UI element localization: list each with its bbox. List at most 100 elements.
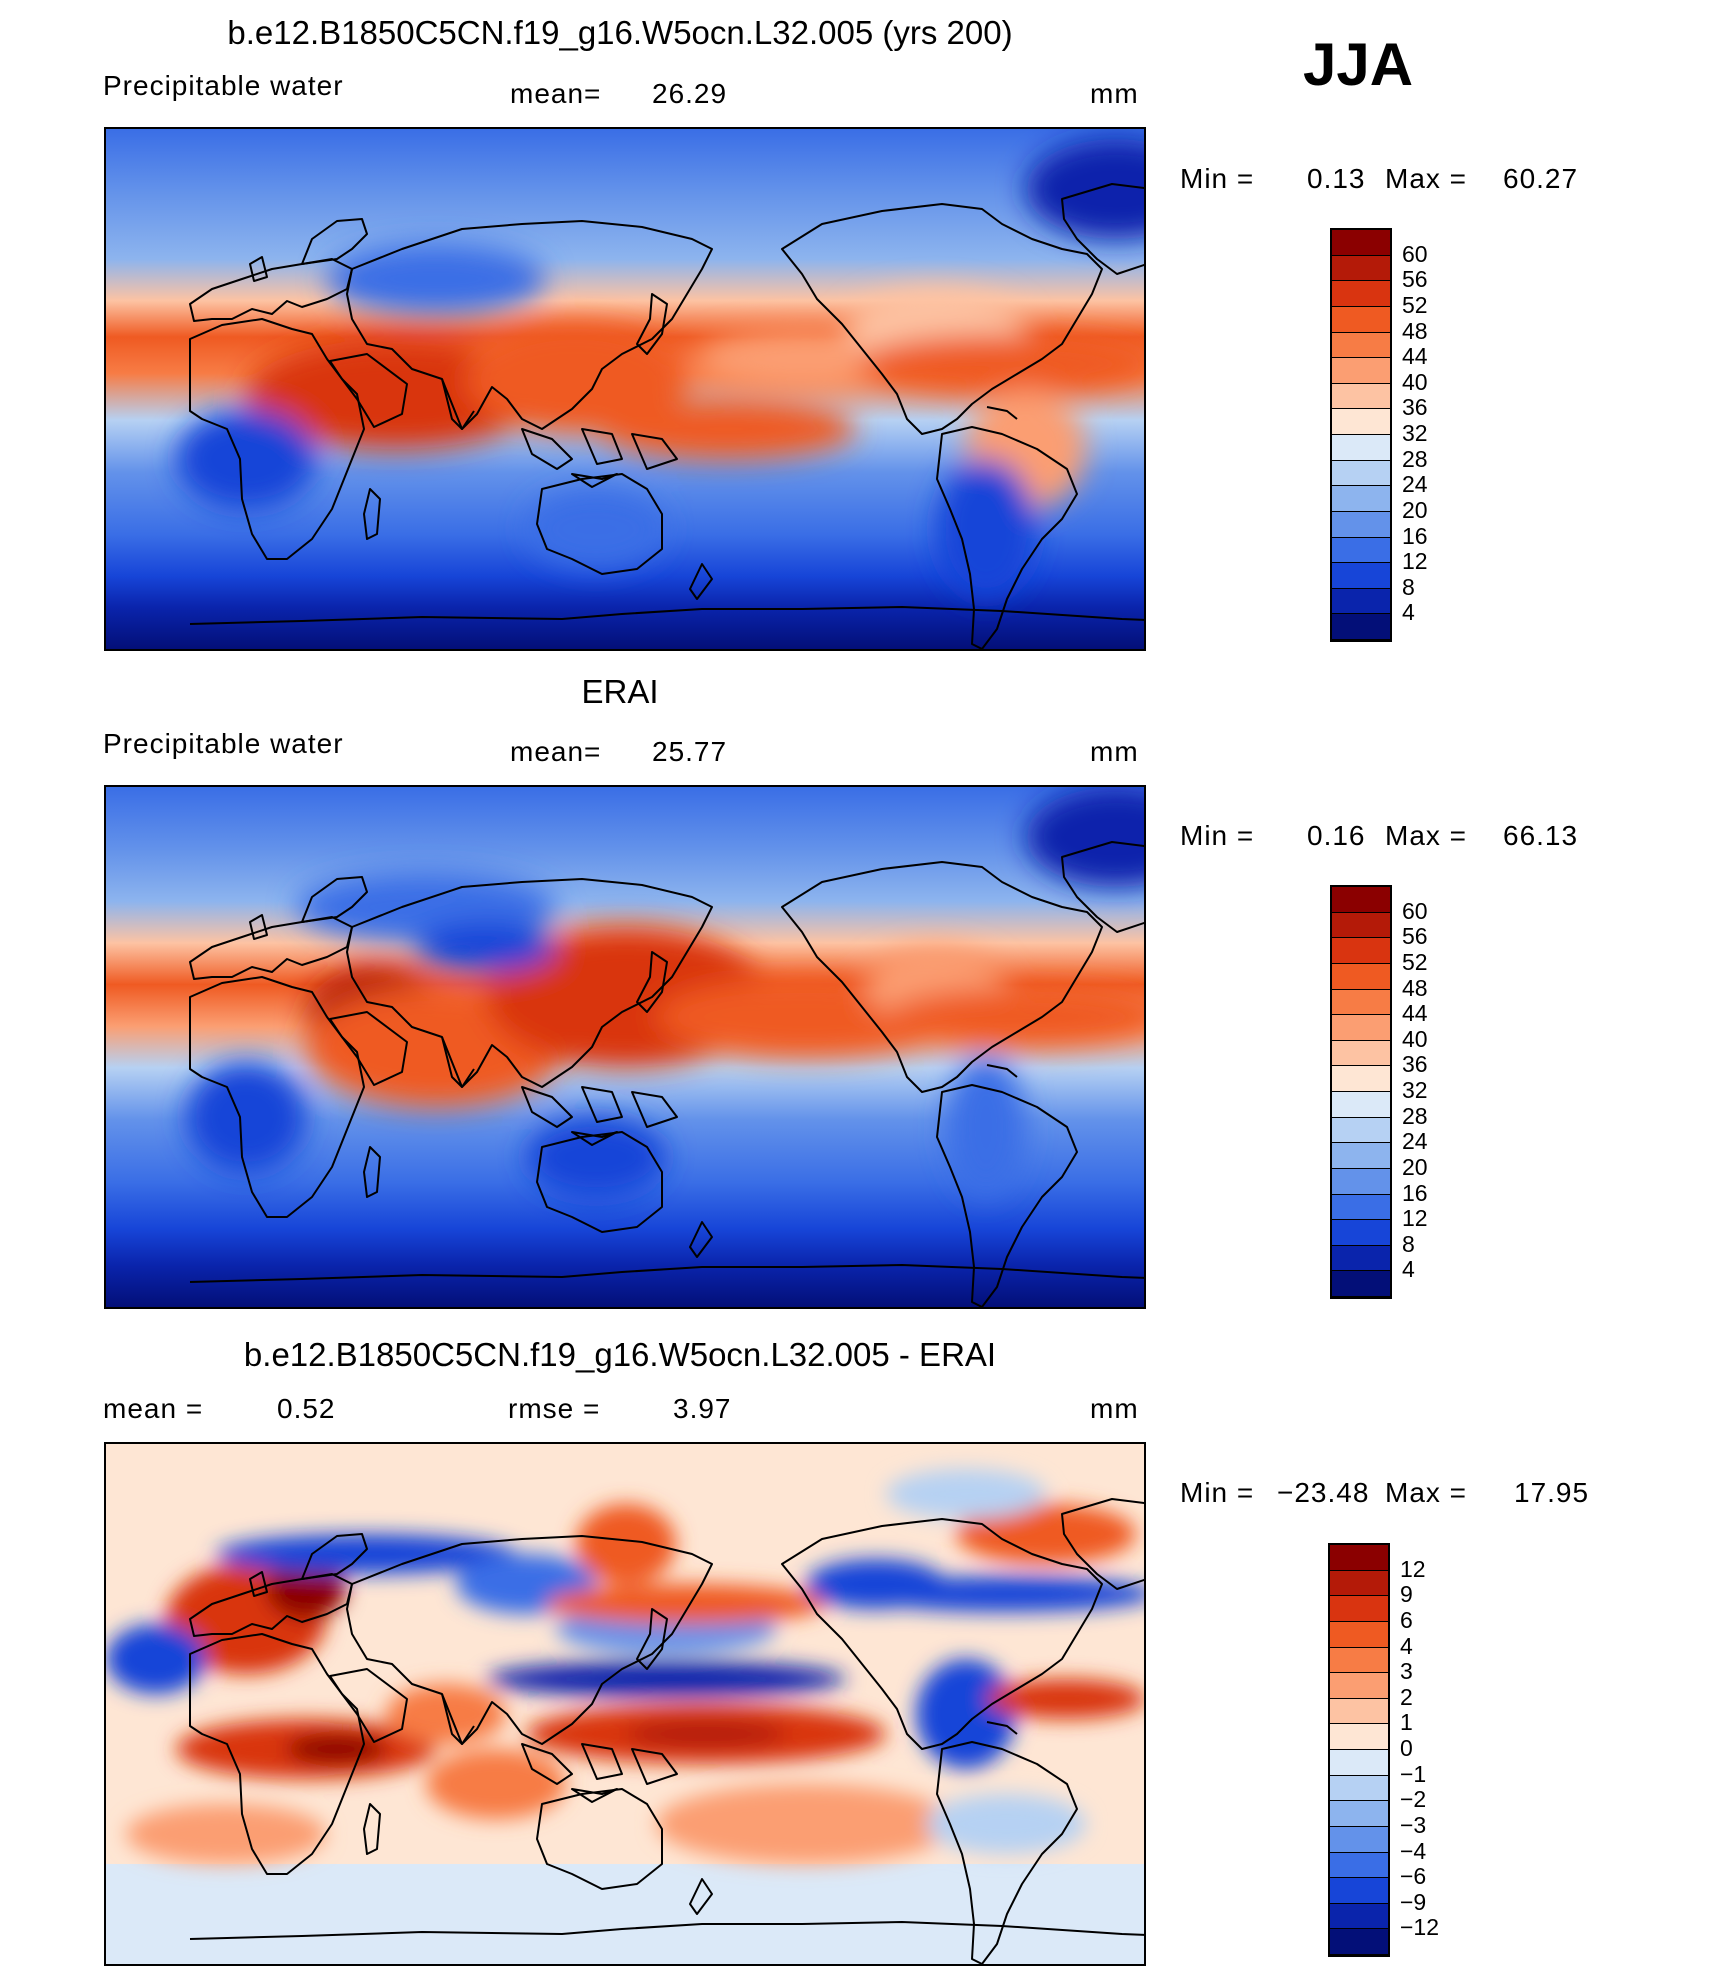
panel1-map bbox=[104, 127, 1146, 651]
colorbar-tick-label: 20 bbox=[1402, 1153, 1428, 1180]
colorbar-tick-label: 6 bbox=[1400, 1606, 1413, 1633]
colorbar-tick-label: 48 bbox=[1402, 317, 1428, 344]
panel1-mean-value: 26.29 bbox=[652, 78, 728, 109]
colorbar-swatch bbox=[1332, 435, 1390, 461]
colorbar-swatch bbox=[1332, 358, 1390, 384]
colorbar-tick-label: 16 bbox=[1402, 1179, 1428, 1206]
colorbar-tick-label: 3 bbox=[1400, 1658, 1413, 1685]
panel3-min-value: −23.48 bbox=[1277, 1477, 1370, 1508]
colorbar-tick-label: 44 bbox=[1402, 1000, 1428, 1027]
colorbar-swatch bbox=[1332, 563, 1390, 589]
colorbar-tick-label: 56 bbox=[1402, 266, 1428, 293]
colorbar-tick-label: 20 bbox=[1402, 496, 1428, 523]
colorbar-tick-label: 40 bbox=[1402, 368, 1428, 395]
colorbar-swatch bbox=[1330, 1545, 1388, 1571]
panel1-max-value: 60.27 bbox=[1503, 163, 1579, 194]
panel2-mean-value: 25.77 bbox=[652, 736, 728, 767]
colorbar-swatch bbox=[1332, 306, 1390, 333]
colorbar-swatch bbox=[1330, 1878, 1388, 1904]
colorbar-tick-label: 12 bbox=[1400, 1555, 1426, 1582]
panel2-variable-label: Precipitable water bbox=[103, 728, 344, 759]
colorbar-tick-label: −3 bbox=[1400, 1811, 1427, 1838]
colorbar-swatch bbox=[1330, 1801, 1388, 1827]
colorbar-swatch bbox=[1332, 989, 1390, 1016]
colorbar-swatch bbox=[1330, 1929, 1388, 1955]
colorbar-swatch bbox=[1330, 1673, 1388, 1699]
panel3-max-value: 17.95 bbox=[1514, 1477, 1590, 1508]
colorbar-swatch bbox=[1332, 230, 1390, 256]
colorbar-swatch bbox=[1332, 1117, 1390, 1144]
panel1-colorbar bbox=[1330, 228, 1392, 642]
panel2-max-label: Max = bbox=[1385, 820, 1468, 851]
colorbar-tick-label: 28 bbox=[1402, 445, 1428, 472]
colorbar-tick-label: −1 bbox=[1400, 1760, 1427, 1787]
colorbar-swatch bbox=[1330, 1698, 1388, 1725]
panel3-min-label: Min = bbox=[1180, 1477, 1255, 1508]
panel1-min-value: 0.13 bbox=[1307, 163, 1366, 194]
colorbar-tick-label: 4 bbox=[1402, 599, 1415, 626]
colorbar-swatch bbox=[1332, 255, 1390, 282]
panel1-title: b.e12.B1850C5CN.f19_g16.W5ocn.L32.005 (y… bbox=[227, 14, 1013, 51]
colorbar-swatch bbox=[1330, 1724, 1388, 1750]
colorbar-tick-label: 12 bbox=[1402, 548, 1428, 575]
season-label: JJA bbox=[1303, 31, 1414, 98]
panel2-map bbox=[104, 785, 1146, 1309]
panel2-mean-label: mean= bbox=[510, 736, 602, 767]
colorbar-swatch bbox=[1332, 1168, 1390, 1195]
panel1-min-label: Min = bbox=[1180, 163, 1255, 194]
colorbar-swatch bbox=[1332, 511, 1390, 538]
colorbar-swatch bbox=[1332, 887, 1390, 913]
colorbar-tick-label: 60 bbox=[1402, 240, 1428, 267]
colorbar-tick-label: 44 bbox=[1402, 343, 1428, 370]
colorbar-tick-label: 0 bbox=[1400, 1735, 1413, 1761]
colorbar-tick-label: 60 bbox=[1402, 897, 1428, 924]
colorbar-swatch bbox=[1330, 1775, 1388, 1802]
panel1-variable-label: Precipitable water bbox=[103, 70, 344, 101]
panel3-max-label: Max = bbox=[1385, 1477, 1468, 1508]
colorbar-swatch bbox=[1330, 1750, 1388, 1776]
colorbar-swatch bbox=[1332, 1194, 1390, 1221]
colorbar-tick-label: 40 bbox=[1402, 1025, 1428, 1052]
colorbar-tick-label: 4 bbox=[1402, 1256, 1415, 1283]
panel3-mean-value: 0.52 bbox=[277, 1393, 336, 1424]
panel1-max-label: Max = bbox=[1385, 163, 1468, 194]
panel2-colorbar bbox=[1330, 885, 1392, 1299]
colorbar-swatch bbox=[1332, 1143, 1390, 1169]
colorbar-tick-label: −6 bbox=[1400, 1863, 1427, 1890]
panel2-max-value: 66.13 bbox=[1503, 820, 1579, 851]
colorbar-tick-label: −12 bbox=[1400, 1914, 1440, 1941]
panel3-rmse-label: rmse = bbox=[508, 1393, 601, 1424]
colorbar-swatch bbox=[1330, 1826, 1388, 1853]
colorbar-swatch bbox=[1332, 486, 1390, 512]
colorbar-tick-label: 56 bbox=[1402, 923, 1428, 950]
colorbar-swatch bbox=[1332, 1092, 1390, 1118]
colorbar-swatch bbox=[1332, 1245, 1390, 1272]
colorbar-swatch bbox=[1332, 537, 1390, 564]
panel2-min-value: 0.16 bbox=[1307, 820, 1366, 851]
panel3-units: mm bbox=[1090, 1393, 1139, 1424]
colorbar-tick-label: 8 bbox=[1402, 1230, 1415, 1257]
colorbar-tick-label: 12 bbox=[1402, 1205, 1428, 1232]
colorbar-swatch bbox=[1332, 281, 1390, 307]
colorbar-swatch bbox=[1332, 912, 1390, 939]
panel3-mean-label: mean = bbox=[103, 1393, 204, 1424]
colorbar-swatch bbox=[1330, 1852, 1388, 1879]
colorbar-tick-label: 1 bbox=[1400, 1709, 1413, 1736]
panel3-title: b.e12.B1850C5CN.f19_g16.W5ocn.L32.005 - … bbox=[243, 1336, 997, 1373]
colorbar-tick-label: −4 bbox=[1400, 1837, 1427, 1864]
colorbar-swatch bbox=[1330, 1621, 1388, 1648]
colorbar-tick-label: 36 bbox=[1402, 394, 1428, 421]
colorbar-swatch bbox=[1330, 1647, 1388, 1674]
colorbar-tick-label: −2 bbox=[1400, 1786, 1427, 1813]
panel3-rmse-value: 3.97 bbox=[673, 1393, 732, 1424]
colorbar-tick-label: 2 bbox=[1400, 1683, 1413, 1710]
colorbar-swatch bbox=[1332, 1220, 1390, 1246]
colorbar-tick-label: 48 bbox=[1402, 974, 1428, 1001]
colorbar-swatch bbox=[1332, 460, 1390, 487]
colorbar-swatch bbox=[1332, 963, 1390, 990]
colorbar-swatch bbox=[1332, 1015, 1390, 1041]
colorbar-swatch bbox=[1332, 409, 1390, 435]
colorbar-tick-label: 36 bbox=[1402, 1051, 1428, 1078]
colorbar-swatch bbox=[1332, 383, 1390, 410]
colorbar-swatch bbox=[1332, 1040, 1390, 1067]
